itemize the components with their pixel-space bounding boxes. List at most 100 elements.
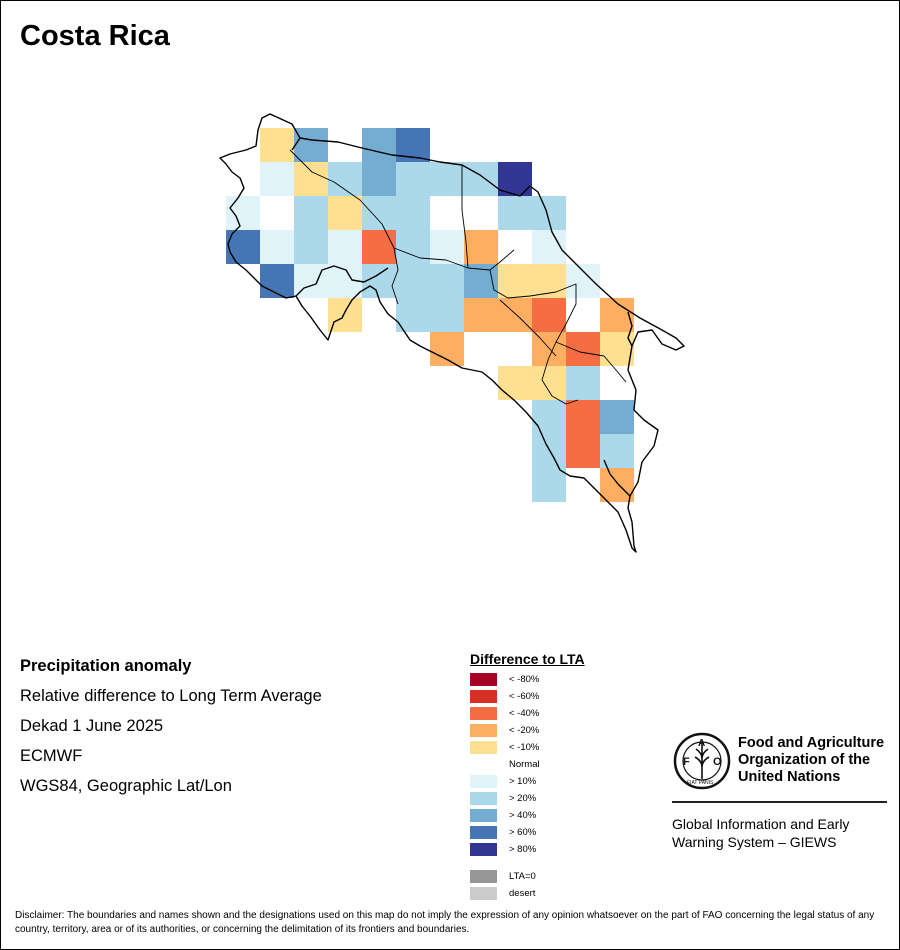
anomaly-cell: [532, 434, 566, 468]
anomaly-cell: [600, 400, 634, 434]
anomaly-cell: [532, 264, 566, 298]
anomaly-cell: [498, 196, 532, 230]
legend-swatch: [470, 758, 497, 771]
legend-swatch: [470, 870, 497, 883]
legend-label: > 10%: [509, 776, 537, 787]
anomaly-cell: [362, 128, 396, 162]
anomaly-cell: [430, 230, 464, 264]
anomaly-cell: [362, 196, 396, 230]
anomaly-cell: [396, 264, 430, 298]
legend-label: < -80%: [509, 674, 540, 685]
anomaly-cell: [362, 264, 396, 298]
anomaly-cell: [328, 230, 362, 264]
anomaly-cell: [566, 366, 600, 400]
legend-swatch: [470, 792, 497, 805]
legend-item: Normal: [470, 758, 540, 771]
legend-label: < -60%: [509, 691, 540, 702]
legend-item: < -40%: [470, 707, 539, 720]
fao-divider: [672, 801, 887, 803]
legend-label: > 40%: [509, 810, 537, 821]
province-boundary: [461, 166, 469, 269]
legend-swatch: [470, 826, 497, 839]
anomaly-cell: [430, 162, 464, 196]
fao-logo-motto: FIAT PANIS: [687, 780, 714, 786]
anomaly-cell: [294, 230, 328, 264]
legend-label: LTA=0: [509, 871, 536, 882]
legend-swatch: [470, 887, 497, 900]
anomaly-cell: [430, 264, 464, 298]
anomaly-cell: [328, 298, 362, 332]
anomaly-cell: [294, 196, 328, 230]
legend-swatch: [470, 724, 497, 737]
legend-title: Difference to LTA: [470, 651, 585, 667]
legend-label: > 80%: [509, 844, 537, 855]
legend-item: LTA=0: [470, 870, 536, 883]
map-info: Precipitation anomaly Relative differenc…: [20, 655, 322, 805]
anomaly-cell: [328, 162, 362, 196]
info-line-4: WGS84, Geographic Lat/Lon: [20, 777, 232, 795]
anomaly-cell: [532, 366, 566, 400]
province-boundary: [499, 299, 557, 357]
legend-swatch: [470, 775, 497, 788]
legend-label: < -40%: [509, 708, 540, 719]
legend-label: > 20%: [509, 793, 537, 804]
anomaly-cell: [566, 264, 600, 298]
province-boundary: [289, 149, 399, 305]
anomaly-grid: [226, 128, 634, 502]
info-line-1: Relative difference to Long Term Average: [20, 687, 322, 705]
legend: Difference to LTA < -80% < -60% < -40% < -2…: [470, 651, 585, 900]
fao-logo: F A O FIAT PANIS: [673, 732, 731, 790]
legend-item: desert: [470, 887, 535, 900]
legend-swatch: [470, 741, 497, 754]
border-panama: [603, 311, 633, 497]
anomaly-cell: [362, 230, 396, 264]
anomaly-map: [219, 113, 685, 553]
anomaly-cell: [294, 162, 328, 196]
anomaly-cell: [260, 230, 294, 264]
map-title: Costa Rica: [20, 20, 170, 52]
anomaly-cell: [498, 264, 532, 298]
legend-item: > 60%: [470, 826, 536, 839]
fao-name-line-2: Organization of the: [738, 752, 871, 768]
fao-name-line-1: Food and Agriculture: [738, 735, 885, 751]
fao-logo-letter-f: F: [683, 756, 690, 768]
fao-name-line-3: United Nations: [738, 769, 841, 785]
anomaly-cell: [532, 196, 566, 230]
legend-item: < -20%: [470, 724, 539, 737]
legend-item: < -10%: [470, 741, 539, 754]
anomaly-cell: [430, 332, 464, 366]
anomaly-cell: [226, 196, 260, 230]
anomaly-cell: [532, 298, 566, 332]
info-heading: Precipitation anomaly: [20, 657, 192, 675]
anomaly-cell: [328, 196, 362, 230]
anomaly-cell: [396, 230, 430, 264]
anomaly-cell: [260, 264, 294, 298]
border-nicaragua: [291, 137, 301, 151]
giews-name: Global Information and Early Warning Sys…: [672, 815, 892, 851]
info-line-3: ECMWF: [20, 747, 83, 765]
legend-label: desert: [509, 888, 536, 899]
anomaly-cell: [260, 128, 294, 162]
anomaly-cell: [260, 162, 294, 196]
legend-item: > 10%: [470, 775, 536, 788]
legend-item: > 80%: [470, 843, 536, 856]
fao-logo-letter-a: A: [698, 738, 705, 749]
legend-swatch: [470, 690, 497, 703]
anomaly-cell: [566, 332, 600, 366]
legend-swatch: [470, 707, 497, 720]
info-line-2: Dekad 1 June 2025: [20, 717, 164, 735]
anomaly-cell: [566, 400, 600, 434]
anomaly-cell: [532, 332, 566, 366]
fao-logo-letter-o: O: [713, 756, 722, 768]
legend-item: > 40%: [470, 809, 536, 822]
anomaly-cell: [396, 196, 430, 230]
legend-label: Normal: [509, 759, 540, 770]
legend-label: < -10%: [509, 742, 540, 753]
legend-label: > 60%: [509, 827, 537, 838]
anomaly-cell: [600, 468, 634, 502]
anomaly-cell: [464, 230, 498, 264]
province-boundary: [555, 341, 627, 383]
fao-name: Food and Agriculture Organization of the…: [738, 735, 898, 786]
legend-swatch: [470, 843, 497, 856]
coastline: [219, 113, 685, 553]
